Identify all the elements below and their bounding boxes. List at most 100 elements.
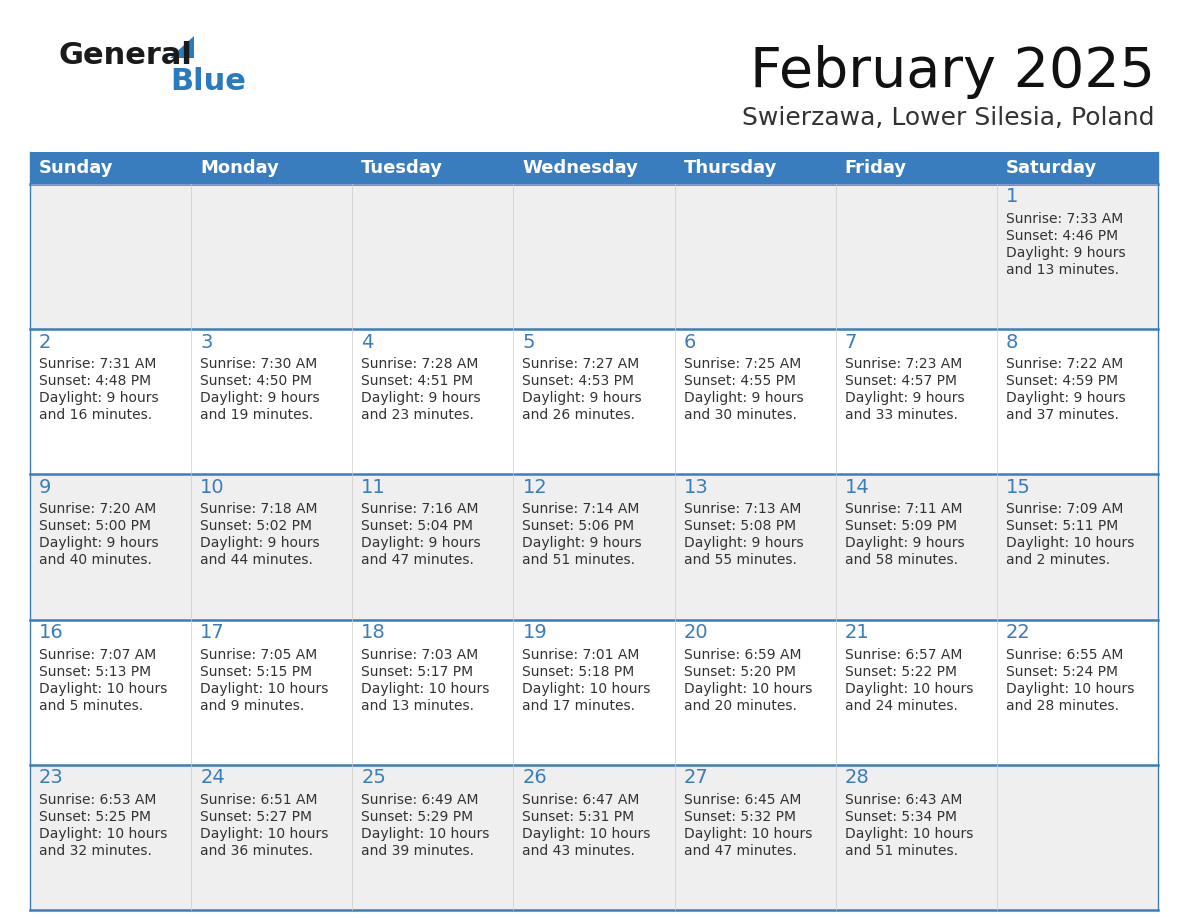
- Text: Sunrise: 7:18 AM: Sunrise: 7:18 AM: [200, 502, 317, 517]
- Text: Daylight: 9 hours: Daylight: 9 hours: [361, 391, 481, 405]
- Text: Sunset: 4:50 PM: Sunset: 4:50 PM: [200, 375, 312, 388]
- Text: Daylight: 9 hours: Daylight: 9 hours: [361, 536, 481, 551]
- Text: Saturday: Saturday: [1006, 159, 1097, 177]
- Text: Daylight: 10 hours: Daylight: 10 hours: [523, 681, 651, 696]
- Text: Sunrise: 7:33 AM: Sunrise: 7:33 AM: [1006, 212, 1123, 226]
- Text: 18: 18: [361, 623, 386, 642]
- Text: Daylight: 9 hours: Daylight: 9 hours: [523, 391, 642, 405]
- Text: Sunrise: 7:31 AM: Sunrise: 7:31 AM: [39, 357, 157, 371]
- Text: Daylight: 10 hours: Daylight: 10 hours: [200, 681, 329, 696]
- Text: 8: 8: [1006, 332, 1018, 352]
- Text: Sunrise: 7:09 AM: Sunrise: 7:09 AM: [1006, 502, 1123, 517]
- Text: Daylight: 10 hours: Daylight: 10 hours: [683, 681, 811, 696]
- Text: Sunrise: 6:45 AM: Sunrise: 6:45 AM: [683, 793, 801, 807]
- Text: Daylight: 10 hours: Daylight: 10 hours: [683, 827, 811, 841]
- Text: Friday: Friday: [845, 159, 906, 177]
- Text: Sunset: 5:11 PM: Sunset: 5:11 PM: [1006, 520, 1118, 533]
- Text: and 51 minutes.: and 51 minutes.: [523, 554, 636, 567]
- Text: and 37 minutes.: and 37 minutes.: [1006, 409, 1119, 422]
- Text: and 19 minutes.: and 19 minutes.: [200, 409, 314, 422]
- Text: 24: 24: [200, 768, 225, 788]
- Text: and 13 minutes.: and 13 minutes.: [361, 699, 474, 712]
- Text: 4: 4: [361, 332, 374, 352]
- Text: Sunset: 5:06 PM: Sunset: 5:06 PM: [523, 520, 634, 533]
- Text: Sunrise: 7:11 AM: Sunrise: 7:11 AM: [845, 502, 962, 517]
- Text: Sunset: 5:18 PM: Sunset: 5:18 PM: [523, 665, 634, 678]
- Text: Daylight: 10 hours: Daylight: 10 hours: [39, 681, 168, 696]
- Text: 21: 21: [845, 623, 870, 642]
- Text: Thursday: Thursday: [683, 159, 777, 177]
- Text: and 43 minutes.: and 43 minutes.: [523, 844, 636, 857]
- Text: Sunset: 5:25 PM: Sunset: 5:25 PM: [39, 810, 151, 823]
- Text: Daylight: 10 hours: Daylight: 10 hours: [845, 681, 973, 696]
- Text: 14: 14: [845, 478, 870, 497]
- Text: General: General: [58, 40, 192, 70]
- Text: and 5 minutes.: and 5 minutes.: [39, 699, 143, 712]
- Text: Sunrise: 7:05 AM: Sunrise: 7:05 AM: [200, 647, 317, 662]
- Text: Sunset: 5:29 PM: Sunset: 5:29 PM: [361, 810, 473, 823]
- Text: Sunrise: 7:28 AM: Sunrise: 7:28 AM: [361, 357, 479, 371]
- Text: Sunset: 5:09 PM: Sunset: 5:09 PM: [845, 520, 956, 533]
- Text: and 16 minutes.: and 16 minutes.: [39, 409, 152, 422]
- Text: 22: 22: [1006, 623, 1031, 642]
- Text: Daylight: 9 hours: Daylight: 9 hours: [200, 536, 320, 551]
- Text: 13: 13: [683, 478, 708, 497]
- Text: and 28 minutes.: and 28 minutes.: [1006, 699, 1119, 712]
- Text: 1: 1: [1006, 187, 1018, 207]
- Text: Sunset: 5:34 PM: Sunset: 5:34 PM: [845, 810, 956, 823]
- Text: Daylight: 10 hours: Daylight: 10 hours: [1006, 536, 1135, 551]
- Text: and 44 minutes.: and 44 minutes.: [200, 554, 312, 567]
- Text: Daylight: 9 hours: Daylight: 9 hours: [845, 536, 965, 551]
- Text: Sunset: 5:15 PM: Sunset: 5:15 PM: [200, 665, 312, 678]
- Text: 25: 25: [361, 768, 386, 788]
- Text: Sunset: 5:02 PM: Sunset: 5:02 PM: [200, 520, 312, 533]
- Bar: [30, 620, 1158, 765]
- Text: Sunrise: 7:14 AM: Sunrise: 7:14 AM: [523, 502, 640, 517]
- Text: Daylight: 9 hours: Daylight: 9 hours: [683, 391, 803, 405]
- Text: Daylight: 9 hours: Daylight: 9 hours: [683, 536, 803, 551]
- Text: Sunset: 4:59 PM: Sunset: 4:59 PM: [1006, 375, 1118, 388]
- Text: Sunrise: 6:55 AM: Sunrise: 6:55 AM: [1006, 647, 1123, 662]
- Text: Daylight: 9 hours: Daylight: 9 hours: [523, 536, 642, 551]
- Text: Sunset: 4:53 PM: Sunset: 4:53 PM: [523, 375, 634, 388]
- Text: Swierzawa, Lower Silesia, Poland: Swierzawa, Lower Silesia, Poland: [742, 106, 1155, 130]
- Text: and 36 minutes.: and 36 minutes.: [200, 844, 314, 857]
- Text: Daylight: 10 hours: Daylight: 10 hours: [361, 827, 489, 841]
- Text: Daylight: 9 hours: Daylight: 9 hours: [1006, 391, 1125, 405]
- Text: Sunset: 4:51 PM: Sunset: 4:51 PM: [361, 375, 473, 388]
- Text: Sunset: 5:13 PM: Sunset: 5:13 PM: [39, 665, 151, 678]
- Text: Daylight: 10 hours: Daylight: 10 hours: [523, 827, 651, 841]
- Text: Sunrise: 6:49 AM: Sunrise: 6:49 AM: [361, 793, 479, 807]
- Text: Sunset: 4:46 PM: Sunset: 4:46 PM: [1006, 229, 1118, 243]
- Text: Sunset: 4:55 PM: Sunset: 4:55 PM: [683, 375, 796, 388]
- Text: 27: 27: [683, 768, 708, 788]
- Text: Sunrise: 7:23 AM: Sunrise: 7:23 AM: [845, 357, 962, 371]
- Text: Sunset: 5:27 PM: Sunset: 5:27 PM: [200, 810, 312, 823]
- Text: and 33 minutes.: and 33 minutes.: [845, 409, 958, 422]
- Text: 23: 23: [39, 768, 64, 788]
- Text: February 2025: February 2025: [750, 45, 1155, 99]
- Text: Sunset: 5:24 PM: Sunset: 5:24 PM: [1006, 665, 1118, 678]
- Text: Daylight: 9 hours: Daylight: 9 hours: [200, 391, 320, 405]
- Text: Sunrise: 6:51 AM: Sunrise: 6:51 AM: [200, 793, 317, 807]
- Text: Sunday: Sunday: [39, 159, 114, 177]
- Text: Sunrise: 6:59 AM: Sunrise: 6:59 AM: [683, 647, 801, 662]
- Text: 2: 2: [39, 332, 51, 352]
- Text: Sunrise: 6:47 AM: Sunrise: 6:47 AM: [523, 793, 640, 807]
- Text: Sunrise: 7:25 AM: Sunrise: 7:25 AM: [683, 357, 801, 371]
- Text: Sunrise: 6:53 AM: Sunrise: 6:53 AM: [39, 793, 157, 807]
- Text: Sunset: 5:04 PM: Sunset: 5:04 PM: [361, 520, 473, 533]
- Text: and 30 minutes.: and 30 minutes.: [683, 409, 796, 422]
- Polygon shape: [170, 36, 194, 58]
- Text: Sunrise: 7:30 AM: Sunrise: 7:30 AM: [200, 357, 317, 371]
- Text: 16: 16: [39, 623, 64, 642]
- Text: 11: 11: [361, 478, 386, 497]
- Bar: [30, 475, 1158, 620]
- Text: and 32 minutes.: and 32 minutes.: [39, 844, 152, 857]
- Text: and 51 minutes.: and 51 minutes.: [845, 844, 958, 857]
- Text: and 47 minutes.: and 47 minutes.: [683, 844, 796, 857]
- Text: Daylight: 9 hours: Daylight: 9 hours: [1006, 246, 1125, 260]
- Text: Sunrise: 7:22 AM: Sunrise: 7:22 AM: [1006, 357, 1123, 371]
- Bar: [30, 152, 1158, 184]
- Text: and 40 minutes.: and 40 minutes.: [39, 554, 152, 567]
